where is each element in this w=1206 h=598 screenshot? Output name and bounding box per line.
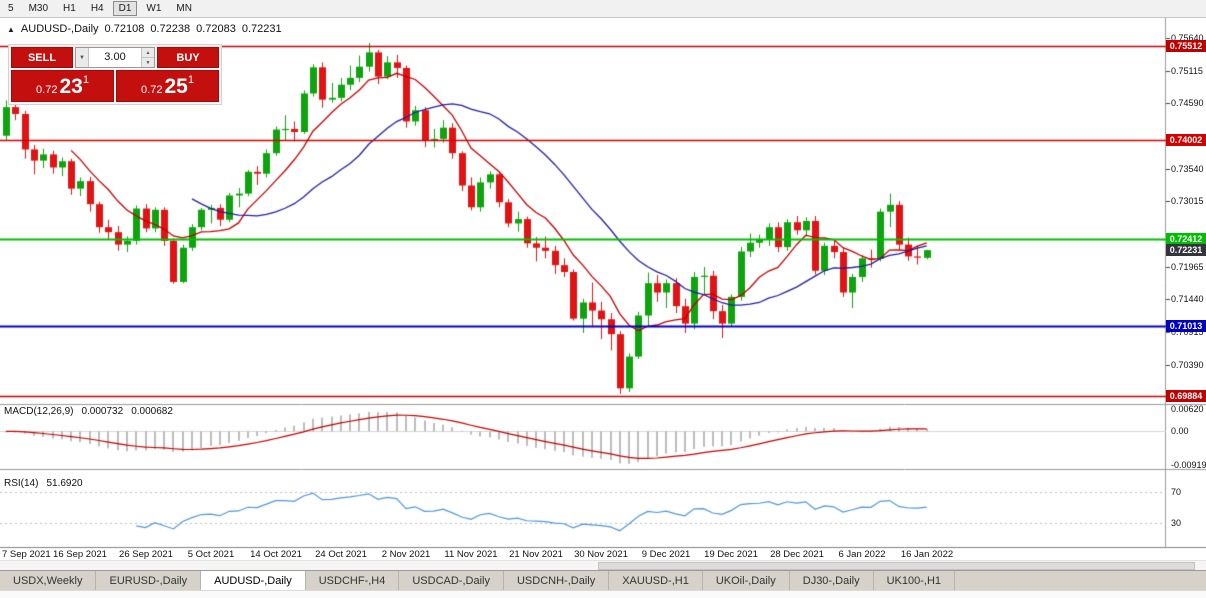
scrollbar-thumb[interactable] [598,562,1195,570]
macd-axis-max: 0.00620 [1171,404,1204,414]
lot-spinner: ▲ ▼ [141,48,154,67]
current-price-badge: 0.72231 [1166,244,1206,256]
buy-price-pipette: 1 [187,74,194,86]
time-label: 7 Sep 2021 [2,549,51,560]
tab-usdx-weekly[interactable]: USDX,Weekly [0,571,97,590]
tab-ukoil-daily[interactable]: UKOil-,Daily [703,571,790,590]
price-tick: 0.74590 [1171,98,1204,108]
status-bar [0,590,1206,598]
tab-usdcad-daily[interactable]: USDCAD-,Daily [399,571,504,590]
tab-xauusd-h1[interactable]: XAUUSD-,H1 [609,571,703,590]
rsi-title: RSI(14) 51.6920 [4,478,83,489]
time-label: 30 Nov 2021 [574,549,628,560]
price-level-badge: 0.75512 [1166,40,1206,52]
lot-dropdown-icon[interactable]: ▼ [76,48,89,67]
time-label: 16 Sep 2021 [53,549,107,560]
price-level-badge: 0.69884 [1166,390,1206,402]
time-label: 14 Oct 2021 [250,549,302,560]
symbol-label: AUDUSD-,Daily [20,23,99,35]
price-tick: 0.73540 [1171,164,1204,174]
time-label: 16 Jan 2022 [900,549,954,560]
time-label: 24 Oct 2021 [315,549,367,560]
ohlc-high: 0.72238 [150,23,191,35]
time-label: 2 Nov 2021 [381,549,431,560]
price-tick: 0.70915 [1171,327,1204,337]
price-tick: 0.71440 [1171,294,1204,304]
lot-size-input[interactable]: 3.00 [104,51,126,63]
price-level-badge: 0.71013 [1166,320,1206,332]
ohlc-low: 0.72083 [196,23,236,35]
tab-eurusd-daily[interactable]: EURUSD-,Daily [96,571,202,590]
macd-value-1: 0.000732 [81,406,124,417]
chart-tabs-bar: USDX,Weekly EURUSD-,Daily AUDUSD-,Daily USD… [0,570,1206,590]
price-tick: 0.75115 [1171,66,1203,76]
ohlc-open: 0.72108 [104,23,145,35]
buy-price-prefix: 0.72 [141,84,163,96]
macd-title: MACD(12,26,9) 0.000732 0.000682 [4,406,173,417]
time-label: 21 Nov 2021 [509,549,563,560]
timeframe-button-m30[interactable]: M30 [28,3,49,14]
timeframe-button-d1[interactable]: D1 [112,1,138,16]
horizontal-scrollbar [0,560,1206,570]
tab-usdchf-h4[interactable]: USDCHF-,H4 [306,571,400,590]
tab-dj30-daily[interactable]: DJ30-,Daily [790,571,874,590]
macd-axis-min: -0.00919 [1171,460,1206,470]
price-level-badge: 0.72412 [1166,233,1206,245]
timeframe-button-h1[interactable]: H1 [63,3,76,14]
time-label: 9 Dec 2021 [641,549,691,560]
time-label: 19 Dec 2021 [704,549,758,560]
chart-canvas[interactable] [0,18,1206,558]
time-label: 11 Nov 2021 [444,549,498,560]
rsi-level-label: 70 [1171,487,1182,497]
collapse-panel-icon[interactable]: ▲ [7,24,15,34]
rsi-level-label: 30 [1171,518,1182,528]
macd-axis-zero: 0.00 [1171,426,1189,436]
timeframe-button-h4[interactable]: H4 [90,3,104,14]
tab-usdcnh-daily[interactable]: USDCNH-,Daily [504,571,610,590]
lot-size-field: ▼ 3.00 ▲ ▼ [75,47,155,68]
price-tick: 0.75640 [1171,33,1204,43]
time-label: 5 Oct 2021 [187,549,235,560]
price-level-badge: 0.74002 [1166,134,1206,146]
timeframe-toolbar: 5 M30 H1 H4 D1 W1 MN [0,0,1206,18]
price-tick: 0.70390 [1171,360,1204,370]
buy-price-display[interactable]: 0.72 25 1 [116,70,219,102]
price-tick: 0.73015 [1171,196,1204,206]
lot-spinner-up-icon[interactable]: ▲ [142,48,154,58]
lot-spinner-down-icon[interactable]: ▼ [142,58,154,67]
sell-price-prefix: 0.72 [36,84,58,96]
buy-button[interactable]: BUY [157,47,219,68]
macd-name: MACD(12,26,9) [4,406,74,417]
price-tick: 0.71965 [1171,262,1204,272]
tab-uk100-h1[interactable]: UK100-,H1 [874,571,956,590]
tab-audusd-daily[interactable]: AUDUSD-,Daily [201,571,306,590]
timeframe-button-mn[interactable]: MN [176,3,192,14]
one-click-trading-panel: SELL ▼ 3.00 ▲ ▼ BUY 0.72 23 1 0.72 25 1 [8,44,222,105]
ohlc-close: 0.72231 [241,23,282,35]
buy-price-pips: 25 [164,75,188,98]
rsi-name: RSI(14) [4,478,39,489]
sell-price-pipette: 1 [82,74,89,86]
sell-price-pips: 23 [59,75,83,98]
time-label: 28 Dec 2021 [770,549,824,560]
rsi-value: 51.6920 [46,478,83,489]
macd-value-2: 0.000682 [131,406,173,417]
chart-header: ▲ AUDUSD-,Daily 0.72108 0.72238 0.72083 … [7,23,282,35]
sell-price-display[interactable]: 0.72 23 1 [11,70,114,102]
timeframe-button-5[interactable]: 5 [8,3,14,14]
time-label: 26 Sep 2021 [119,549,173,560]
timeframe-button-w1[interactable]: W1 [146,3,162,14]
sell-button[interactable]: SELL [11,47,73,68]
time-label: 6 Jan 2022 [838,549,886,560]
